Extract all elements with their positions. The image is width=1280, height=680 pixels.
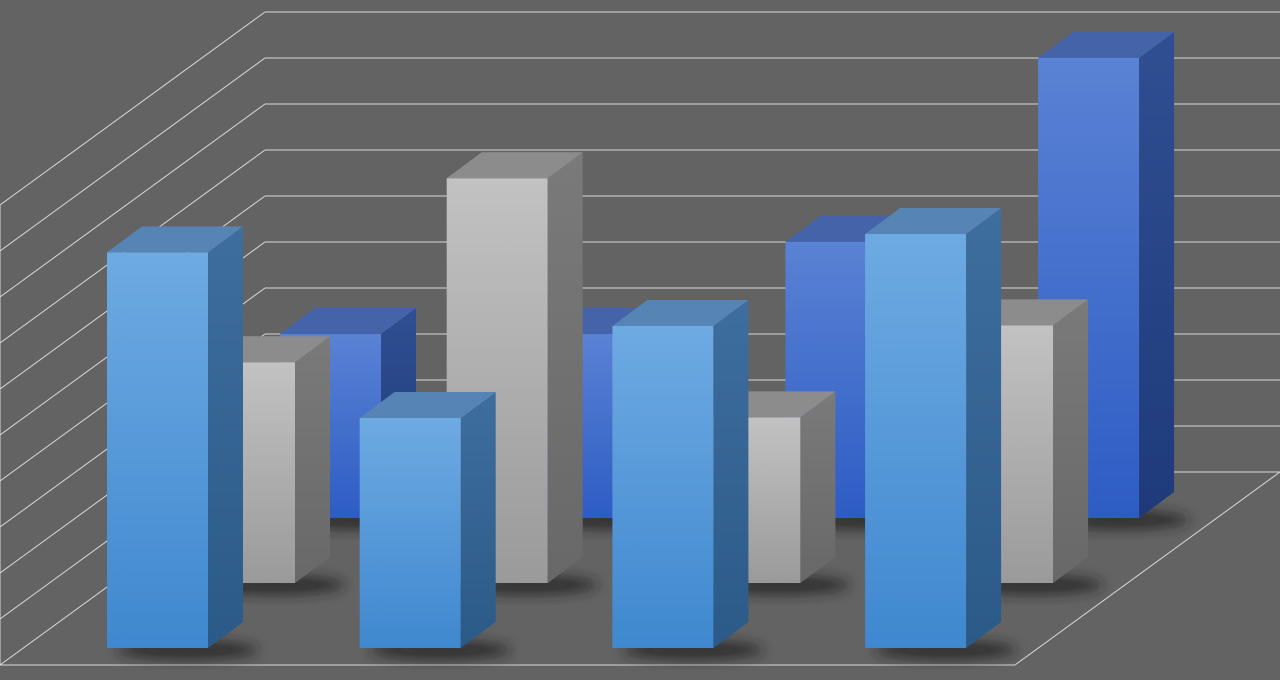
bar-side-face (800, 391, 836, 583)
bar-front-face (612, 326, 714, 648)
bar-side-face (460, 392, 496, 648)
bar-side-face (1053, 299, 1089, 583)
side-wall-gridline (0, 103, 266, 298)
bar-side-face (295, 336, 330, 583)
front-bar (359, 392, 511, 660)
front-bar (865, 208, 1017, 660)
front-bar (612, 300, 764, 660)
bar-top-face (446, 152, 583, 179)
bar-front-face (865, 234, 967, 648)
bars (107, 32, 1190, 660)
bar-front-face (107, 252, 208, 648)
bar-top-face (280, 308, 416, 334)
bar-front-face (359, 418, 461, 648)
bar-side-face (713, 300, 749, 648)
bar-side-face (208, 226, 243, 648)
bar-top-face (865, 208, 1002, 234)
bar-side-face (547, 152, 583, 583)
bar-top-face (1038, 32, 1175, 58)
bar-top-face (107, 226, 243, 253)
bar-top-face (359, 392, 496, 418)
bar-top-face (612, 300, 749, 326)
bar-side-face (966, 208, 1002, 648)
bar-side-face (1139, 32, 1175, 518)
side-wall-gridline (0, 11, 266, 206)
floor-right-edge (1014, 471, 1280, 666)
front-bar (107, 226, 258, 660)
side-wall-gridline (0, 57, 266, 252)
